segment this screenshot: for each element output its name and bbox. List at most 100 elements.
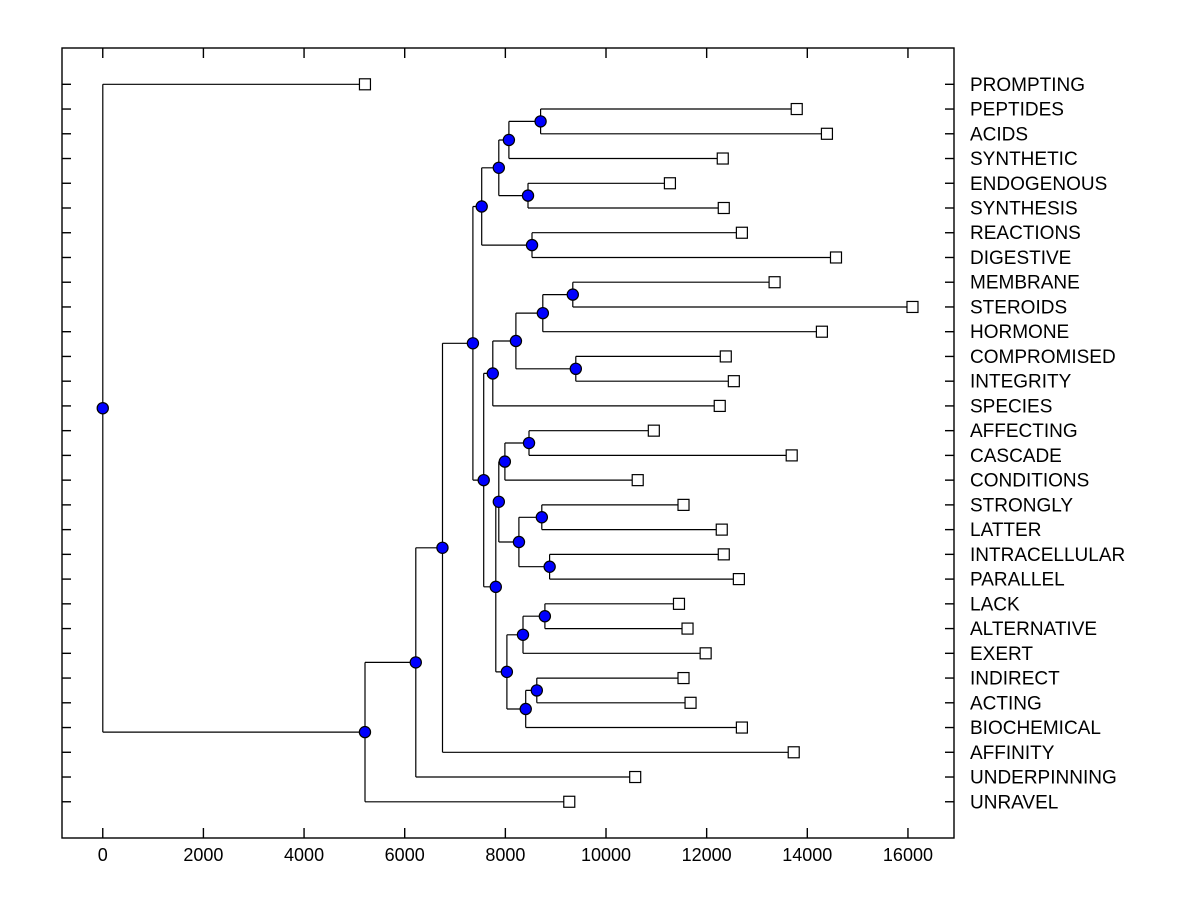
internal-node-marker xyxy=(538,610,552,623)
leaf-marker xyxy=(820,127,834,140)
internal-node-marker xyxy=(436,541,449,554)
leaf-label: INTRACELLULAR xyxy=(970,545,1125,566)
x-tick-label: 2000 xyxy=(183,845,223,865)
leaf-marker xyxy=(563,795,576,808)
leaf-labels: PROMPTING PEPTIDES ACIDS SYNTHETIC ENDOGENOU… xyxy=(970,75,1125,813)
internal-node-marker xyxy=(409,656,422,669)
internal-node-marker xyxy=(519,702,532,716)
internal-node-marker xyxy=(534,115,547,128)
leaf-label: STRONGLY xyxy=(970,495,1073,516)
internal-node-marker xyxy=(500,665,514,679)
leaf-marker xyxy=(785,449,798,462)
leaf-marker xyxy=(715,523,728,536)
leaf-label: COMPROMISED xyxy=(970,347,1116,368)
internal-node-marker xyxy=(96,401,109,415)
leaf-marker xyxy=(672,597,686,610)
leaf-label: LACK xyxy=(970,594,1020,615)
internal-node-marker xyxy=(535,511,549,524)
x-tick-label: 6000 xyxy=(385,845,425,865)
x-tick-label: 4000 xyxy=(284,845,324,865)
x-tick-label: 12000 xyxy=(682,845,732,865)
internal-node-marker xyxy=(477,473,490,487)
leaf-marker xyxy=(719,350,732,363)
leaf-marker xyxy=(684,696,697,709)
leaf-marker xyxy=(717,201,730,215)
leaf-label: ALTERNATIVE xyxy=(970,619,1097,640)
leaf-marker xyxy=(732,572,745,586)
leaf-marker xyxy=(906,300,919,314)
y-axis-ticks xyxy=(62,83,954,803)
internal-node-marker xyxy=(492,495,506,508)
internal-node-marker xyxy=(543,560,556,573)
leaf-label: BIOCHEMICAL xyxy=(970,718,1101,739)
leaf-label: ACTING xyxy=(970,693,1042,714)
leaf-marker xyxy=(787,746,800,759)
leaf-label: STEROIDS xyxy=(970,297,1067,318)
internal-node-marker xyxy=(522,436,536,450)
internal-node-markers xyxy=(96,115,583,739)
leaf-label: CONDITIONS xyxy=(970,471,1089,492)
leaf-marker xyxy=(768,276,781,289)
x-tick-label: 16000 xyxy=(883,845,933,865)
leaf-marker xyxy=(713,399,726,413)
leaf-label: REACTIONS xyxy=(970,223,1081,244)
internal-node-marker xyxy=(486,367,499,380)
internal-node-marker xyxy=(475,200,488,213)
leaf-marker xyxy=(677,498,690,511)
leaf-label: PROMPTING xyxy=(970,75,1085,96)
leaf-marker xyxy=(631,474,644,487)
internal-node-marker xyxy=(536,306,550,320)
leaf-marker xyxy=(647,424,660,437)
leaf-marker xyxy=(699,647,712,660)
leaf-marker xyxy=(663,177,677,190)
leaf-label: AFFECTING xyxy=(970,421,1078,442)
leaf-markers xyxy=(358,78,919,808)
leaf-label: SYNTHESIS xyxy=(970,199,1078,220)
internal-node-marker xyxy=(498,455,512,468)
x-tick-label: 14000 xyxy=(782,845,832,865)
x-tick-label: 10000 xyxy=(581,845,631,865)
leaf-label: PEPTIDES xyxy=(970,100,1064,121)
leaf-label: LATTER xyxy=(970,520,1041,541)
internal-node-marker xyxy=(492,161,506,174)
tree-branches xyxy=(102,83,913,803)
leaf-marker xyxy=(727,375,740,388)
leaf-label: CASCADE xyxy=(970,446,1062,467)
axes-box xyxy=(61,47,955,839)
leaf-label: ACIDS xyxy=(970,124,1028,145)
internal-node-marker xyxy=(516,628,530,641)
internal-node-marker xyxy=(525,238,539,252)
internal-node-marker xyxy=(569,362,583,376)
x-axis-ticks xyxy=(102,48,909,838)
leaf-marker xyxy=(629,770,642,784)
leaf-label: SPECIES xyxy=(970,396,1052,417)
leaf-marker xyxy=(790,102,803,116)
leaf-label: UNDERPINNING xyxy=(970,768,1117,789)
leaf-label: INDIRECT xyxy=(970,669,1060,690)
leaf-label: ENDOGENOUS xyxy=(970,174,1107,195)
internal-node-marker xyxy=(566,288,579,301)
leaf-marker xyxy=(735,721,748,734)
leaf-label: AFFINITY xyxy=(970,743,1055,764)
leaf-marker xyxy=(829,251,843,264)
leaf-label: EXERT xyxy=(970,644,1033,665)
internal-node-marker xyxy=(489,580,502,594)
leaf-label: UNRAVEL xyxy=(970,792,1058,813)
x-tick-label: 8000 xyxy=(485,845,525,865)
internal-node-marker xyxy=(502,133,516,147)
leaf-marker xyxy=(681,622,694,635)
internal-node-marker xyxy=(358,725,372,739)
leaf-label: PARALLEL xyxy=(970,570,1065,591)
leaf-marker xyxy=(717,548,730,561)
internal-node-marker xyxy=(512,535,526,549)
internal-node-marker xyxy=(530,684,544,697)
leaf-marker xyxy=(716,152,729,165)
leaf-label: INTEGRITY xyxy=(970,372,1072,393)
leaf-label: DIGESTIVE xyxy=(970,248,1071,269)
leaf-marker xyxy=(358,78,372,91)
internal-node-marker xyxy=(509,334,523,348)
leaf-label: SYNTHETIC xyxy=(970,149,1078,170)
leaf-marker xyxy=(815,325,828,338)
